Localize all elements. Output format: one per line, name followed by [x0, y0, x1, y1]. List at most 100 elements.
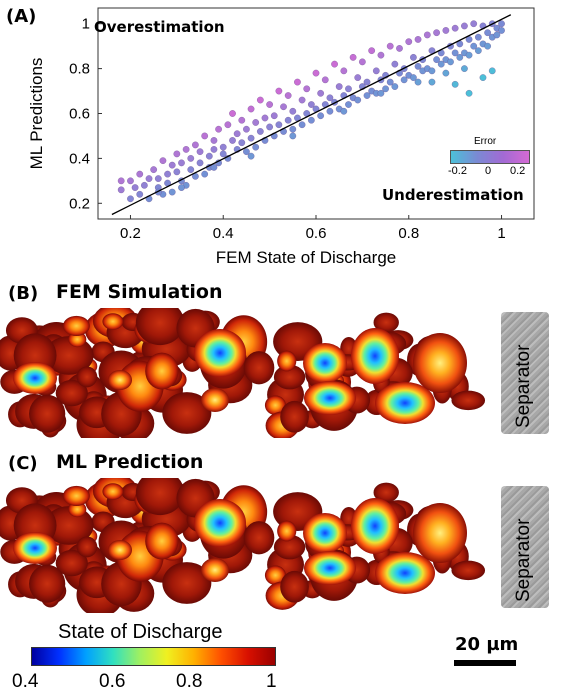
- data-point: [284, 116, 292, 124]
- large-particle: [194, 329, 246, 377]
- data-point: [168, 161, 176, 169]
- particle: [280, 400, 309, 433]
- scale-bar-label: 20 µm: [455, 634, 519, 655]
- data-point: [461, 22, 468, 30]
- data-point: [405, 38, 413, 46]
- data-point: [410, 74, 417, 81]
- data-point: [484, 29, 491, 37]
- data-point: [173, 168, 181, 176]
- particle: [373, 482, 399, 503]
- particle: [162, 562, 212, 604]
- data-point: [340, 107, 348, 115]
- data-point: [391, 60, 399, 68]
- data-point: [182, 146, 190, 153]
- data-point: [423, 31, 431, 39]
- data-point: [187, 166, 195, 173]
- particle: [280, 570, 309, 603]
- large-particle: [351, 498, 399, 554]
- data-point: [247, 152, 255, 160]
- data-point: [345, 85, 352, 93]
- particle: [145, 352, 179, 390]
- data-point: [488, 67, 496, 75]
- particle: [201, 388, 229, 412]
- large-particle: [303, 513, 347, 553]
- data-point: [437, 60, 445, 68]
- data-point: [210, 164, 218, 171]
- data-point: [391, 83, 399, 90]
- error-tick-low: -0.2: [448, 165, 467, 177]
- data-point: [428, 67, 436, 75]
- data-point: [201, 132, 209, 140]
- data-point: [331, 60, 338, 68]
- x-tick-label: 0.2: [120, 225, 141, 242]
- data-point: [498, 27, 505, 34]
- data-point: [470, 42, 478, 50]
- data-point: [470, 20, 478, 28]
- particle: [373, 312, 399, 333]
- data-point: [340, 67, 348, 75]
- data-point: [117, 177, 125, 185]
- data-point: [312, 69, 320, 77]
- data-point: [428, 78, 436, 86]
- data-point: [354, 74, 362, 81]
- data-point: [178, 184, 185, 191]
- data-point: [233, 130, 241, 138]
- data-point: [247, 105, 255, 113]
- large-particle: [413, 333, 467, 393]
- data-point: [252, 119, 260, 126]
- data-point: [298, 96, 306, 104]
- data-point: [201, 170, 209, 178]
- data-point: [215, 125, 222, 133]
- x-axis-label: FEM State of Discharge: [216, 248, 396, 267]
- data-point: [210, 137, 218, 144]
- panel-a-label: (A): [6, 6, 37, 27]
- data-point: [145, 175, 153, 182]
- data-point: [205, 152, 213, 160]
- data-point: [280, 103, 287, 111]
- panel-b-title: FEM Simulation: [56, 281, 223, 303]
- data-point: [117, 186, 125, 194]
- data-point: [474, 33, 482, 41]
- data-point: [414, 78, 422, 86]
- data-point: [308, 101, 315, 108]
- data-point: [164, 170, 171, 178]
- x-tick-label: 1: [497, 225, 505, 242]
- particle: [76, 536, 98, 558]
- data-point: [414, 63, 422, 70]
- error-tick-high: 0.2: [510, 165, 526, 177]
- data-point: [210, 146, 218, 153]
- particle: [76, 366, 98, 388]
- particle: [135, 308, 185, 346]
- data-point: [363, 78, 371, 86]
- data-point: [303, 85, 311, 93]
- data-point: [447, 58, 454, 66]
- particle: [55, 549, 88, 577]
- particle: [135, 478, 185, 516]
- data-point: [168, 188, 176, 196]
- y-axis-label: ML Predictions: [27, 58, 46, 170]
- data-point: [238, 116, 246, 124]
- data-point: [363, 92, 371, 99]
- panel-c-title: ML Prediction: [56, 451, 204, 473]
- fit-line: [111, 14, 512, 216]
- data-point: [461, 65, 468, 72]
- data-point: [127, 177, 134, 185]
- data-point: [275, 87, 283, 95]
- large-particle: [194, 499, 246, 547]
- large-particle: [351, 328, 399, 384]
- data-point: [372, 67, 380, 75]
- particle: [277, 520, 297, 542]
- particle: [63, 315, 90, 337]
- particle: [29, 564, 66, 603]
- overestimation-label: Overestimation: [94, 18, 225, 36]
- data-point: [414, 36, 422, 43]
- data-point: [410, 54, 417, 61]
- data-point: [261, 114, 269, 122]
- y-tick-label: 0.6: [69, 106, 90, 123]
- data-point: [377, 51, 385, 59]
- data-point: [178, 159, 185, 167]
- panel-b-label: (B): [8, 283, 39, 304]
- x-tick-label: 0.8: [398, 225, 419, 242]
- data-point: [243, 125, 250, 133]
- data-point: [256, 96, 264, 104]
